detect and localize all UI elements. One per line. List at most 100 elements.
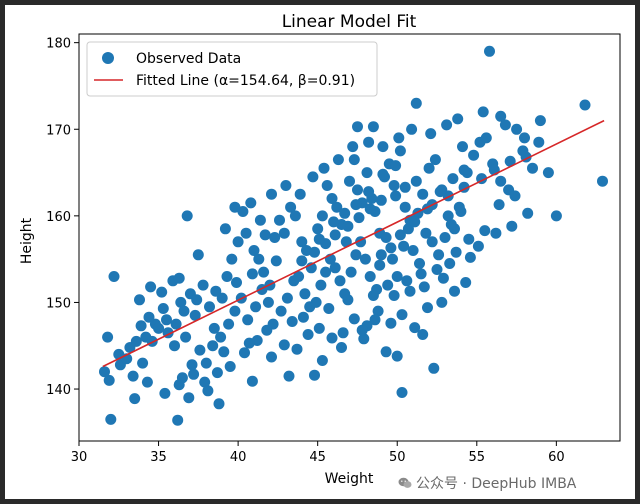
data-point-184 (307, 171, 319, 183)
data-point-44 (285, 201, 297, 213)
data-point-52 (326, 193, 338, 204)
data-point-281 (350, 199, 362, 211)
data-point-21 (181, 210, 193, 222)
y-axis-ticks: 140 150 160 170 180 (46, 37, 79, 398)
data-point-46 (296, 236, 308, 248)
data-point-246 (231, 277, 242, 288)
data-point-221 (472, 240, 484, 252)
data-point-30 (208, 322, 220, 334)
data-point-109 (200, 357, 212, 369)
data-point-158 (239, 347, 250, 359)
data-point-222 (490, 227, 502, 239)
data-point-10 (428, 362, 440, 374)
y-tick-label: 140 (46, 383, 71, 398)
data-point-283 (377, 168, 389, 180)
data-point-118 (262, 296, 274, 308)
data-point-154 (186, 359, 198, 371)
y-tick-label: 180 (46, 37, 71, 52)
data-point-232 (375, 194, 387, 206)
x-tick-label: 60 (548, 450, 565, 465)
data-point-123 (293, 271, 305, 282)
data-point-72 (423, 162, 435, 174)
data-point-15 (134, 294, 145, 306)
data-point-166 (337, 327, 349, 339)
data-point-187 (347, 141, 359, 153)
data-point-87 (527, 162, 538, 174)
data-point-270 (374, 259, 386, 271)
data-point-251 (143, 311, 155, 323)
data-point-73 (429, 154, 441, 166)
data-point-211 (297, 311, 309, 323)
data-point-3 (213, 398, 225, 410)
data-point-121 (281, 292, 293, 304)
data-point-206 (202, 385, 214, 397)
data-point-94 (410, 97, 422, 109)
data-point-50 (316, 210, 328, 222)
data-point-134 (350, 249, 362, 261)
data-point-33 (226, 253, 238, 265)
data-point-156 (211, 367, 223, 379)
data-point-267 (479, 225, 491, 237)
data-point-126 (310, 296, 322, 308)
data-point-200 (103, 374, 115, 386)
data-point-265 (450, 246, 462, 258)
data-point-1 (129, 393, 141, 405)
data-point-127 (315, 279, 327, 291)
data-point-261 (388, 290, 400, 301)
data-point-141 (387, 253, 398, 265)
data-point-151 (445, 219, 457, 230)
data-point-160 (266, 351, 277, 363)
data-point-29 (204, 301, 215, 313)
data-point-182 (280, 180, 292, 191)
data-point-259 (356, 324, 368, 336)
data-point-96 (367, 121, 379, 133)
data-point-107 (189, 309, 201, 321)
data-point-215 (382, 279, 394, 291)
data-point-75 (442, 210, 454, 222)
chart: Linear Model Fit 30 35 40 45 50 55 60 140 150 16… (19, 12, 621, 487)
data-point-262 (404, 285, 416, 297)
data-point-16 (145, 281, 157, 293)
data-point-161 (278, 339, 290, 351)
data-point-51 (321, 180, 333, 191)
fitted-line (102, 119, 605, 368)
data-point-252 (135, 320, 147, 332)
data-point-247 (210, 285, 222, 297)
data-point-110 (207, 340, 219, 352)
data-point-116 (250, 301, 262, 313)
data-point-284 (390, 160, 402, 172)
data-point-203 (141, 376, 153, 388)
data-point-257 (316, 355, 328, 366)
data-point-112 (223, 318, 235, 330)
data-point-191 (406, 123, 418, 135)
data-point-55 (340, 236, 352, 248)
data-point-70 (410, 175, 422, 187)
data-point-79 (468, 149, 480, 161)
data-point-208 (243, 337, 255, 349)
data-point-95 (352, 121, 363, 133)
data-point-162 (291, 343, 303, 355)
data-point-83 (495, 175, 507, 187)
data-point-120 (275, 305, 287, 317)
data-point-145 (407, 245, 419, 256)
data-point-103 (153, 322, 165, 334)
data-point-277 (458, 164, 470, 176)
x-tick-label: 50 (389, 450, 406, 465)
data-point-198 (533, 136, 545, 148)
chart-frame: Linear Model Fit 30 35 40 45 50 55 60 140 150 16… (5, 5, 635, 499)
data-point-124 (299, 288, 311, 300)
data-point-38 (253, 253, 265, 265)
data-point-164 (313, 322, 325, 334)
data-point-93 (484, 45, 495, 57)
data-point-140 (380, 232, 392, 243)
data-point-9 (396, 387, 408, 398)
data-point-115 (242, 314, 254, 326)
data-point-131 (334, 275, 346, 287)
data-point-229 (342, 220, 354, 232)
data-point-36 (240, 227, 252, 239)
data-point-264 (437, 272, 449, 284)
data-point-189 (377, 141, 389, 153)
data-point-255 (391, 350, 403, 362)
data-point-91 (579, 99, 591, 111)
data-point-152 (453, 201, 465, 213)
